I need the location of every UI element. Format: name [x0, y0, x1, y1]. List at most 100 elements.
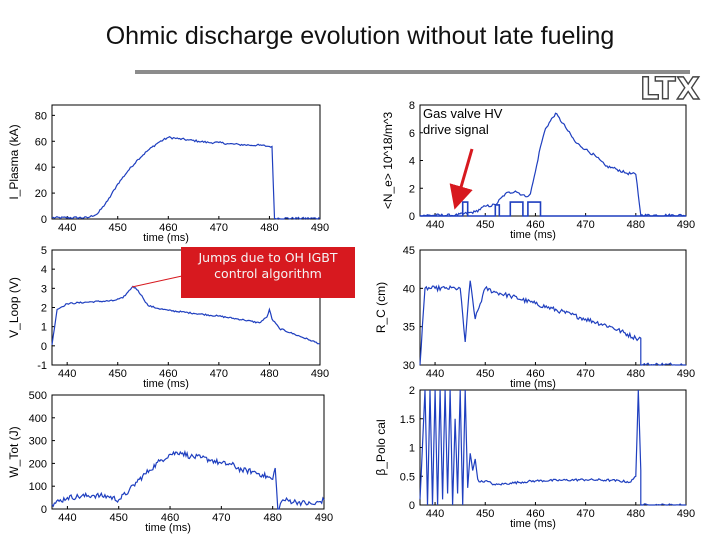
wtot-xtick-label: 450	[110, 512, 128, 524]
vloop-xtick-label: 440	[58, 368, 76, 380]
betapol-ytick-label: 0	[409, 500, 415, 512]
vloop-xtick-label: 490	[311, 368, 329, 380]
betapol-series-0	[419, 389, 686, 506]
iplasma-xtick-label: 470	[210, 222, 228, 234]
ne-annotation-line: Gas valve HV	[423, 106, 503, 121]
wtot-xtick-label: 470	[212, 512, 230, 524]
betapol-chart: 440 450 460 470 480 490 0 0.5 1 1.5 2 time (ms) β_Po…	[374, 385, 695, 530]
iplasma-xtick-label: 490	[311, 222, 329, 234]
vloop-ytick-label: 4	[41, 264, 47, 276]
callout-connector	[131, 275, 183, 288]
wtot-ytick-label: 100	[29, 481, 47, 493]
iplasma-ytick-label: 80	[35, 110, 47, 122]
vloop-ytick-label: -1	[37, 360, 47, 372]
vloop-xtick-label: 470	[210, 368, 228, 380]
rc-xtick-label: 460	[526, 368, 544, 380]
ne-ytick-label: 0	[409, 211, 415, 223]
betapol-xtick-label: 440	[426, 508, 444, 520]
vloop-ylabel: V_Loop (V)	[7, 277, 21, 338]
ne-annotation-arrow	[449, 148, 474, 210]
wtot-xtick-label: 440	[58, 512, 76, 524]
wtot-frame	[51, 394, 325, 510]
ne-ytick-label: 8	[409, 100, 415, 112]
rc-xtick-label: 470	[576, 368, 594, 380]
rc-ytick-label: 45	[403, 245, 415, 257]
betapol-xlabel: time (ms)	[510, 518, 556, 530]
wtot-ytick-label: 500	[29, 390, 47, 402]
vloop-ytick-label: 1	[41, 322, 47, 334]
vloop-xtick-label: 450	[109, 368, 127, 380]
wtot-ytick-label: 200	[29, 458, 47, 470]
iplasma-ytick-label: 0	[41, 214, 47, 226]
rc-ylabel: R_C (cm)	[374, 282, 388, 333]
rc-xtick-label: 490	[677, 368, 695, 380]
betapol-ylabel: β_Polo cal	[374, 419, 388, 475]
ltx-logo: LTX	[639, 71, 701, 107]
rc-chart: 440 450 460 470 480 490 30 35 40 45 time (ms) R_C (…	[374, 245, 695, 390]
page-title: Ohmic discharge evolution without late f…	[105, 22, 615, 50]
iplasma-ytick-label: 20	[35, 188, 47, 200]
iplasma-xtick-label: 460	[159, 222, 177, 234]
rc-xlabel: time (ms)	[510, 378, 556, 390]
iplasma-xtick-label: 480	[260, 222, 278, 234]
rc-ytick-label: 35	[403, 322, 415, 334]
wtot-chart: 440 450 460 470 480 490 0 100 200 300 400 500 time (…	[7, 390, 333, 534]
wtot-xtick-label: 460	[161, 512, 179, 524]
ne-xtick-label: 480	[627, 219, 645, 231]
rc-ytick-label: 40	[403, 283, 415, 295]
betapol-ytick-label: 1	[409, 443, 415, 455]
rc-xtick-label: 440	[426, 368, 444, 380]
ne-ytick-label: 2	[409, 183, 415, 195]
callout-box: Jumps due to OH IGBT control algorithm	[181, 247, 355, 298]
iplasma-xtick-label: 450	[109, 222, 127, 234]
ne-ylabel: <N_e> 10^18/m^3	[381, 112, 395, 210]
betapol-xtick-label: 450	[476, 508, 494, 520]
vloop-series-0	[51, 285, 321, 345]
rc-xtick-label: 480	[627, 368, 645, 380]
iplasma-chart: 440 450 460 470 480 490 0 20 40 60 80 time (ms) I_Pl…	[7, 104, 329, 244]
betapol-ytick-label: 1.5	[400, 414, 415, 426]
ne-ytick-label: 6	[409, 128, 415, 140]
ne-xtick-label: 470	[576, 219, 594, 231]
title-rule	[135, 70, 690, 74]
ne-xtick-label: 490	[677, 219, 695, 231]
ne-xtick-label: 450	[476, 219, 494, 231]
wtot-ytick-label: 400	[29, 413, 47, 425]
rc-xtick-label: 450	[476, 368, 494, 380]
ne-xlabel: time (ms)	[510, 229, 556, 241]
vloop-ytick-label: 2	[41, 303, 47, 315]
ne-annotation-line: drive signal	[423, 122, 489, 137]
iplasma-ytick-label: 40	[35, 162, 47, 174]
rc-ytick-label: 30	[403, 360, 415, 372]
betapol-ytick-label: 2	[409, 385, 415, 397]
wtot-xtick-label: 490	[315, 512, 333, 524]
wtot-ylabel: W_Tot (J)	[7, 426, 21, 477]
iplasma-ylabel: I_Plasma (kA)	[7, 124, 21, 199]
wtot-series-0	[51, 449, 325, 510]
ne-xtick-label: 440	[426, 219, 444, 231]
vloop-xlabel: time (ms)	[143, 378, 189, 390]
rc-series-0	[419, 280, 686, 366]
vloop-ytick-label: 3	[41, 283, 47, 295]
vloop-xtick-label: 480	[260, 368, 278, 380]
wtot-ytick-label: 0	[41, 504, 47, 516]
ne-xtick-label: 460	[526, 219, 544, 231]
betapol-xtick-label: 490	[677, 508, 695, 520]
wtot-xlabel: time (ms)	[145, 522, 191, 534]
ne-ytick-label: 4	[409, 156, 415, 168]
vloop-ytick-label: 5	[41, 245, 47, 257]
betapol-ytick-label: 0.5	[400, 471, 415, 483]
betapol-xtick-label: 480	[627, 508, 645, 520]
wtot-xtick-label: 480	[263, 512, 281, 524]
betapol-xtick-label: 470	[576, 508, 594, 520]
iplasma-xtick-label: 440	[58, 222, 76, 234]
betapol-xtick-label: 460	[526, 508, 544, 520]
vloop-ytick-label: 0	[41, 341, 47, 353]
iplasma-series-0	[51, 136, 321, 220]
ne-chart: 440 450 460 470 480 490 0 2 4 6 8 time (ms) <N_e> 10…	[381, 100, 695, 241]
iplasma-frame	[51, 104, 321, 220]
wtot-ytick-label: 300	[29, 436, 47, 448]
iplasma-xlabel: time (ms)	[143, 232, 189, 244]
vloop-xtick-label: 460	[159, 368, 177, 380]
